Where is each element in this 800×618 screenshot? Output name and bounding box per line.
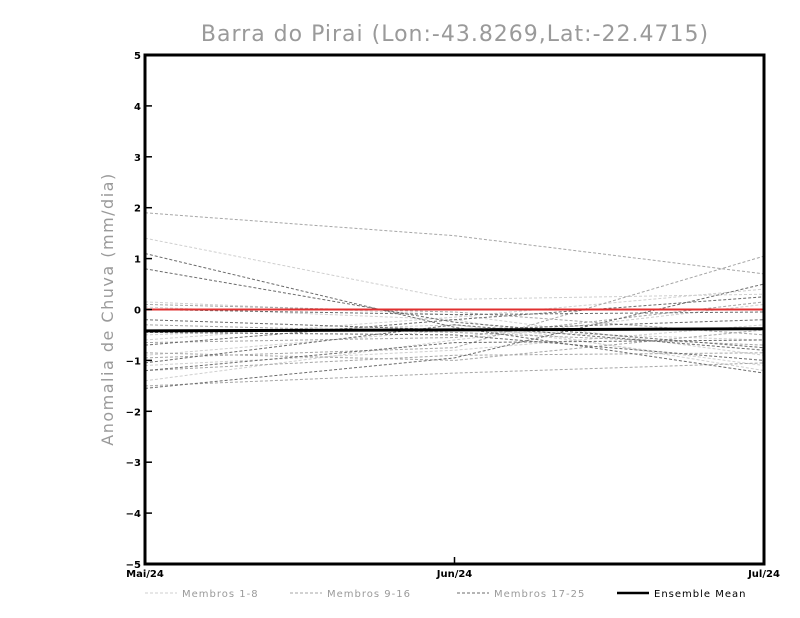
ensemble-mean-line [144, 327, 765, 333]
series-line-25 [144, 309, 765, 316]
y-tick-label: 4 [134, 102, 141, 113]
series-line-7 [144, 324, 765, 366]
series-line-22 [144, 331, 765, 361]
legend-label: Ensemble Mean [654, 589, 746, 600]
series-line-10 [144, 362, 765, 387]
series-line-21 [144, 296, 765, 346]
y-tick-label: −3 [126, 458, 141, 469]
x-tick-label: Jun/24 [436, 569, 473, 580]
y-tick-label: 2 [134, 204, 141, 215]
series-line-13 [144, 303, 765, 336]
y-tick-label: 0 [134, 306, 141, 317]
series-line-4 [144, 303, 765, 382]
y-tick-label: 3 [134, 153, 141, 164]
y-tick-label: 1 [134, 255, 141, 266]
y-tick-label: −2 [126, 407, 141, 418]
series-line-17 [144, 253, 765, 374]
y-axis-ticks: −5 −4 −3 −2 −1 0 1 2 3 4 5 [126, 51, 152, 571]
series-line-19 [144, 283, 765, 389]
series-line-23 [144, 319, 765, 331]
series-line-20 [144, 324, 765, 364]
series-line-16 [144, 329, 765, 361]
series-line-1 [144, 237, 765, 300]
series-line-15 [144, 301, 765, 344]
y-tick-label: 5 [134, 51, 141, 62]
series-line-14 [144, 352, 765, 372]
series-line-8 [144, 288, 765, 341]
chart-title: Barra do Pirai (Lon:-43.8269,Lat:-22.471… [201, 22, 709, 47]
series-line-24 [144, 339, 765, 372]
y-tick-label: −5 [126, 560, 141, 571]
plot-lines [144, 212, 765, 389]
series-line-18 [144, 268, 765, 349]
legend-label: Membros 1-8 [182, 589, 259, 600]
ensemble-mean-line-group [144, 327, 765, 333]
legend-label: Membros 9-16 [327, 589, 411, 600]
x-tick-label: Jul/24 [747, 569, 780, 580]
legend: Membros 1-8 Membros 9-16 Membros 17-25 Ense… [145, 589, 746, 600]
y-tick-label: −4 [126, 509, 141, 520]
x-axis-ticks: Mai/24 Jun/24 Jul/24 [126, 557, 780, 580]
x-tick-label: Mai/24 [126, 569, 164, 580]
y-axis-label: Anomalia de Chuva (mm/dia) [98, 172, 117, 445]
legend-label: Membros 17-25 [494, 589, 585, 600]
y-tick-label: −1 [126, 356, 141, 367]
series-line-9 [144, 212, 765, 275]
series-line-2 [144, 301, 765, 356]
